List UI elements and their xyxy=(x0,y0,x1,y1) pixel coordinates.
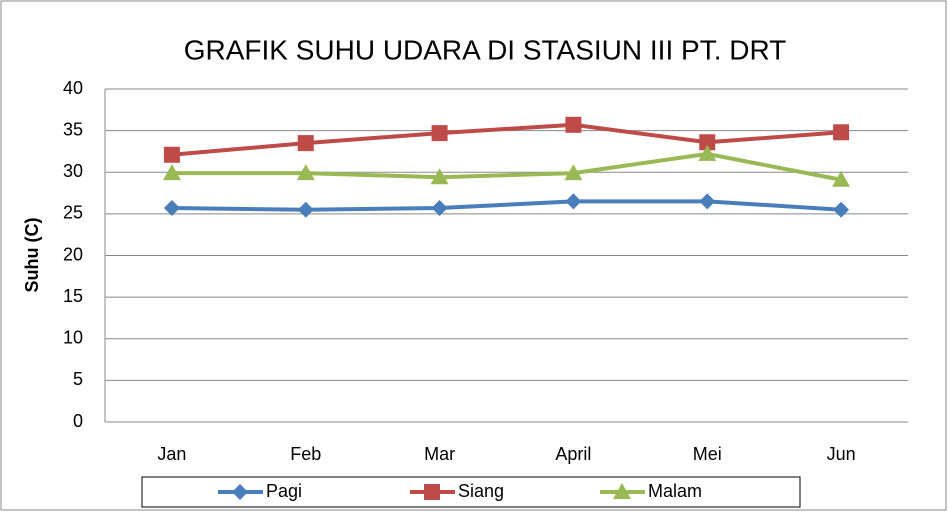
x-tick-label: Jun xyxy=(827,444,856,464)
x-tick-label: Feb xyxy=(290,444,321,464)
y-tick-label: 0 xyxy=(73,411,83,431)
legend-marker xyxy=(232,484,248,500)
x-tick-label: April xyxy=(555,444,591,464)
series-line xyxy=(171,151,842,182)
series-line xyxy=(171,122,842,157)
data-point xyxy=(297,135,314,152)
legend-label: Siang xyxy=(458,481,504,501)
x-tick-label: Mar xyxy=(424,444,455,464)
data-point xyxy=(431,200,448,217)
data-point xyxy=(431,125,448,142)
data-point xyxy=(833,124,850,141)
y-axis-label: Suhu (C) xyxy=(22,218,42,293)
data-point xyxy=(832,170,851,187)
data-point xyxy=(163,200,180,217)
legend-label: Pagi xyxy=(266,481,302,501)
y-tick-label: 15 xyxy=(63,286,83,306)
y-tick-label: 30 xyxy=(63,161,83,181)
chart-title: GRAFIK SUHU UDARA DI STASIUN III PT. DRT xyxy=(184,34,787,65)
y-tick-label: 20 xyxy=(63,244,83,264)
data-point xyxy=(296,164,315,181)
x-tick-label: Mei xyxy=(693,444,722,464)
data-point xyxy=(833,201,850,218)
data-point xyxy=(565,116,582,133)
data-point xyxy=(565,193,582,210)
x-tick-label: Jan xyxy=(157,444,186,464)
data-point xyxy=(162,164,181,181)
y-tick-label: 25 xyxy=(63,203,83,223)
legend-marker xyxy=(613,483,631,499)
data-point xyxy=(163,146,180,163)
data-point xyxy=(698,144,717,161)
data-point xyxy=(430,168,449,185)
data-point xyxy=(699,193,716,210)
y-tick-label: 40 xyxy=(63,78,83,98)
data-point xyxy=(699,134,716,151)
data-point xyxy=(564,164,583,181)
legend-marker xyxy=(424,484,440,500)
y-tick-label: 35 xyxy=(63,119,83,139)
y-tick-label: 5 xyxy=(73,369,83,389)
series-line xyxy=(171,199,842,212)
legend-label: Malam xyxy=(648,481,702,501)
y-tick-label: 10 xyxy=(63,328,83,348)
data-point xyxy=(297,201,314,218)
